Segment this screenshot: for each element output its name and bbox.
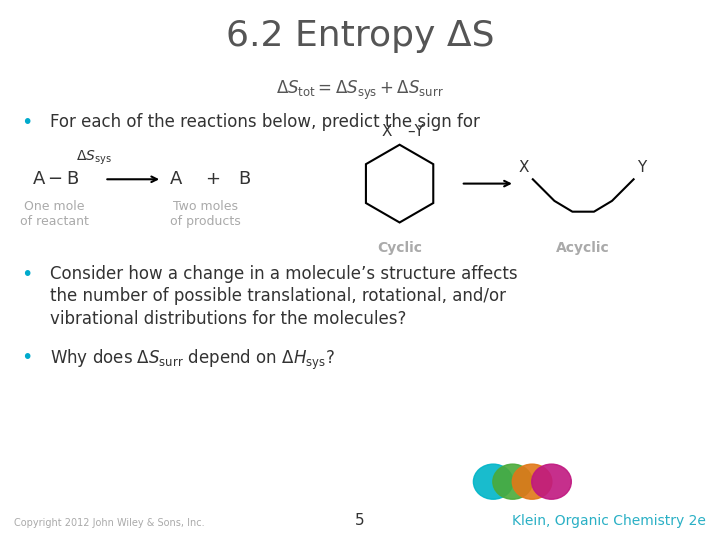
Text: For each of the reactions below, predict the sign for: For each of the reactions below, predict… (50, 113, 480, 131)
Text: Cyclic: Cyclic (377, 241, 422, 255)
Text: vibrational distributions for the molecules?: vibrational distributions for the molecu… (50, 310, 407, 328)
Text: Acyclic: Acyclic (557, 241, 610, 255)
Text: Two moles
of products: Two moles of products (170, 200, 240, 228)
Text: Why does $\Delta S_{\mathrm{surr}}$ depend on $\Delta H_{\mathrm{sys}}$?: Why does $\Delta S_{\mathrm{surr}}$ depe… (50, 348, 335, 373)
Text: –Y: –Y (407, 124, 423, 139)
Text: One mole
of reactant: One mole of reactant (19, 200, 89, 228)
Text: Consider how a change in a molecule’s structure affects: Consider how a change in a molecule’s st… (50, 265, 518, 282)
Text: the number of possible translational, rotational, and/or: the number of possible translational, ro… (50, 287, 506, 305)
Ellipse shape (492, 464, 532, 499)
Text: $\mathrm{A-B}$: $\mathrm{A-B}$ (32, 170, 80, 188)
Text: $\Delta S_{\mathrm{tot}} = \Delta S_{\mathrm{sys}} + \Delta S_{\mathrm{surr}}$: $\Delta S_{\mathrm{tot}} = \Delta S_{\ma… (276, 78, 444, 102)
Text: X: X (382, 124, 392, 139)
Text: $\mathrm{B}$: $\mathrm{B}$ (238, 170, 251, 188)
Text: •: • (22, 348, 33, 367)
Text: $\Delta S_{\mathrm{sys}}$: $\Delta S_{\mathrm{sys}}$ (76, 148, 112, 167)
Text: 6.2 Entropy ΔS: 6.2 Entropy ΔS (226, 19, 494, 53)
Text: $\mathrm{A}$: $\mathrm{A}$ (169, 170, 184, 188)
Text: •: • (22, 113, 33, 132)
Text: $+$: $+$ (205, 170, 220, 188)
Text: Y: Y (637, 160, 647, 175)
Ellipse shape (531, 464, 572, 499)
Text: X: X (518, 160, 529, 175)
Text: 5: 5 (355, 513, 365, 528)
Text: Klein, Organic Chemistry 2e: Klein, Organic Chemistry 2e (512, 514, 706, 528)
Text: •: • (22, 265, 33, 284)
Ellipse shape (513, 464, 552, 499)
Text: Copyright 2012 John Wiley & Sons, Inc.: Copyright 2012 John Wiley & Sons, Inc. (14, 518, 205, 528)
Ellipse shape (474, 464, 513, 499)
